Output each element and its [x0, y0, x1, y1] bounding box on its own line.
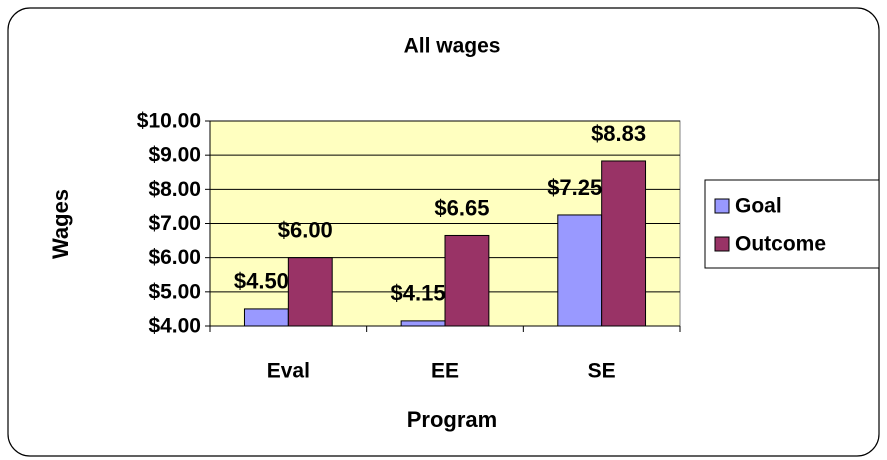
legend-swatch — [714, 236, 730, 252]
data-label: $4.15 — [391, 281, 446, 306]
y-tick-label: $8.00 — [148, 178, 201, 201]
data-label: $4.50 — [234, 269, 289, 294]
y-tick-label: $9.00 — [148, 144, 201, 167]
y-tick-label: $10.00 — [137, 110, 201, 133]
x-tick-label: Eval — [267, 360, 310, 383]
bar — [444, 234, 490, 327]
y-tick-label: $6.00 — [148, 246, 201, 269]
bar — [400, 320, 446, 327]
x-tick-label: SE — [588, 360, 616, 383]
x-axis-label: Program — [407, 407, 497, 432]
data-label: $6.65 — [434, 195, 489, 220]
data-label: $7.25 — [547, 175, 602, 200]
data-label: $8.83 — [591, 121, 646, 146]
legend-box — [704, 179, 880, 269]
y-axis-label: Wages — [48, 189, 73, 259]
data-label: $6.00 — [278, 217, 333, 242]
x-tick-label: EE — [431, 360, 459, 383]
legend-label: Outcome — [735, 233, 826, 256]
y-tick-label: $7.00 — [148, 212, 201, 235]
bar — [601, 160, 647, 327]
legend-swatch — [714, 198, 730, 214]
bar — [287, 257, 333, 327]
y-tick-label: $4.00 — [148, 315, 201, 338]
legend-label: Goal — [735, 195, 782, 218]
chart-title: All wages — [404, 35, 501, 58]
bar — [557, 214, 603, 327]
bar — [243, 308, 289, 327]
y-tick-label: $5.00 — [148, 280, 201, 303]
